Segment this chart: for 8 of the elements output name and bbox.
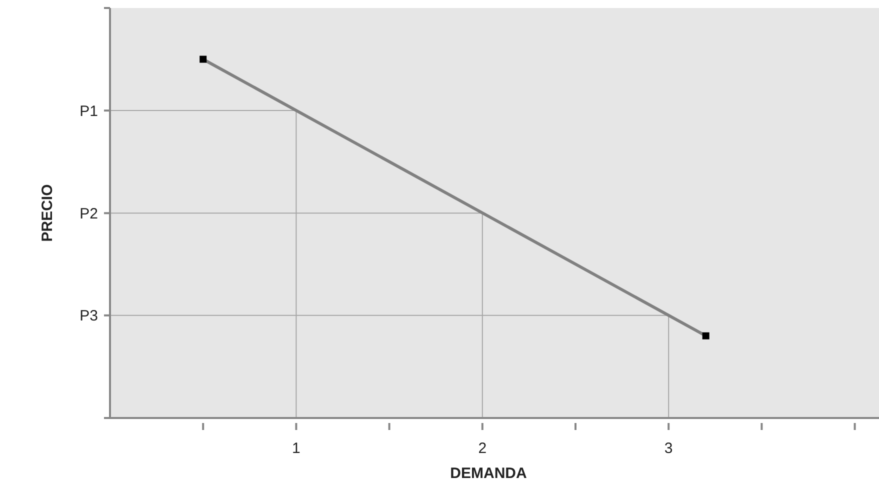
x-tick-label: 3 xyxy=(664,440,673,457)
y-axis-title: PRECIO xyxy=(39,184,56,242)
text: P1 xyxy=(80,102,98,120)
text: P2 xyxy=(80,205,98,222)
x-tick-label: 2 xyxy=(478,440,487,457)
x-tick-label: 1 xyxy=(292,440,300,457)
x-axis-title: DEMANDA xyxy=(450,465,527,482)
text: P3 xyxy=(80,308,98,325)
